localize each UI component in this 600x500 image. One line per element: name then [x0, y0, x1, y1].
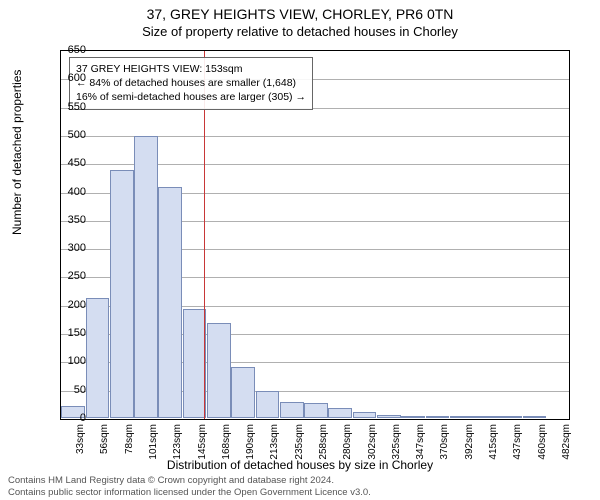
histogram-bar: [426, 416, 450, 418]
histogram-bar: [353, 412, 377, 418]
x-tick-label: 145sqm: [197, 424, 208, 460]
y-axis-label: Number of detached properties: [10, 70, 24, 235]
y-tick-label: 600: [46, 72, 86, 84]
histogram-bar: [134, 136, 158, 418]
y-tick-label: 550: [46, 101, 86, 113]
histogram-bar: [256, 391, 280, 418]
y-tick-label: 650: [46, 44, 86, 56]
histogram-bar: [207, 323, 231, 418]
annotation-box: 37 GREY HEIGHTS VIEW: 153sqm← 84% of det…: [69, 57, 313, 110]
y-tick-label: 0: [46, 412, 86, 424]
histogram-bar: [474, 416, 498, 418]
x-tick-label: 415sqm: [488, 424, 499, 460]
y-tick-label: 450: [46, 157, 86, 169]
y-tick-label: 250: [46, 270, 86, 282]
histogram-bar: [280, 402, 304, 418]
x-tick-label: 258sqm: [318, 424, 329, 460]
x-tick-label: 56sqm: [99, 424, 110, 454]
plot-region: 37 GREY HEIGHTS VIEW: 153sqm← 84% of det…: [60, 50, 570, 420]
histogram-bar: [450, 416, 474, 418]
chart-area: 37 GREY HEIGHTS VIEW: 153sqm← 84% of det…: [60, 50, 570, 420]
annotation-line: 37 GREY HEIGHTS VIEW: 153sqm: [76, 62, 306, 76]
y-tick-label: 100: [46, 355, 86, 367]
y-tick-label: 500: [46, 129, 86, 141]
histogram-bar: [86, 298, 110, 418]
histogram-bar: [158, 187, 182, 418]
x-tick-label: 347sqm: [415, 424, 426, 460]
chart-subtitle: Size of property relative to detached ho…: [0, 22, 600, 39]
y-tick-label: 350: [46, 214, 86, 226]
chart-title: 37, GREY HEIGHTS VIEW, CHORLEY, PR6 0TN: [0, 0, 600, 22]
histogram-bar: [401, 416, 425, 418]
x-tick-label: 302sqm: [367, 424, 378, 460]
footer-line-1: Contains HM Land Registry data © Crown c…: [8, 475, 371, 486]
annotation-line: 16% of semi-detached houses are larger (…: [76, 90, 306, 104]
histogram-bar: [183, 309, 207, 418]
histogram-bar: [231, 367, 255, 418]
y-tick-label: 400: [46, 186, 86, 198]
histogram-bar: [304, 403, 328, 418]
annotation-line: ← 84% of detached houses are smaller (1,…: [76, 76, 306, 90]
x-tick-label: 460sqm: [537, 424, 548, 460]
x-tick-label: 437sqm: [512, 424, 523, 460]
histogram-bar: [523, 416, 547, 418]
x-tick-label: 101sqm: [148, 424, 159, 460]
x-tick-label: 325sqm: [391, 424, 402, 460]
y-tick-label: 300: [46, 242, 86, 254]
x-axis-label: Distribution of detached houses by size …: [0, 458, 600, 472]
x-tick-label: 370sqm: [439, 424, 450, 460]
y-tick-label: 200: [46, 299, 86, 311]
footer-line-2: Contains public sector information licen…: [8, 487, 371, 498]
x-tick-label: 235sqm: [294, 424, 305, 460]
footer-attribution: Contains HM Land Registry data © Crown c…: [8, 475, 371, 498]
y-tick-label: 150: [46, 327, 86, 339]
x-tick-label: 168sqm: [221, 424, 232, 460]
histogram-bar: [328, 408, 352, 418]
x-tick-label: 78sqm: [124, 424, 135, 454]
x-tick-label: 33sqm: [75, 424, 86, 454]
x-tick-label: 280sqm: [342, 424, 353, 460]
histogram-bar: [498, 416, 522, 418]
x-tick-label: 482sqm: [561, 424, 572, 460]
x-tick-label: 392sqm: [464, 424, 475, 460]
y-tick-label: 50: [46, 384, 86, 396]
histogram-bar: [110, 170, 134, 418]
x-tick-label: 190sqm: [245, 424, 256, 460]
histogram-bar: [377, 415, 401, 418]
x-tick-label: 213sqm: [269, 424, 280, 460]
x-tick-label: 123sqm: [172, 424, 183, 460]
